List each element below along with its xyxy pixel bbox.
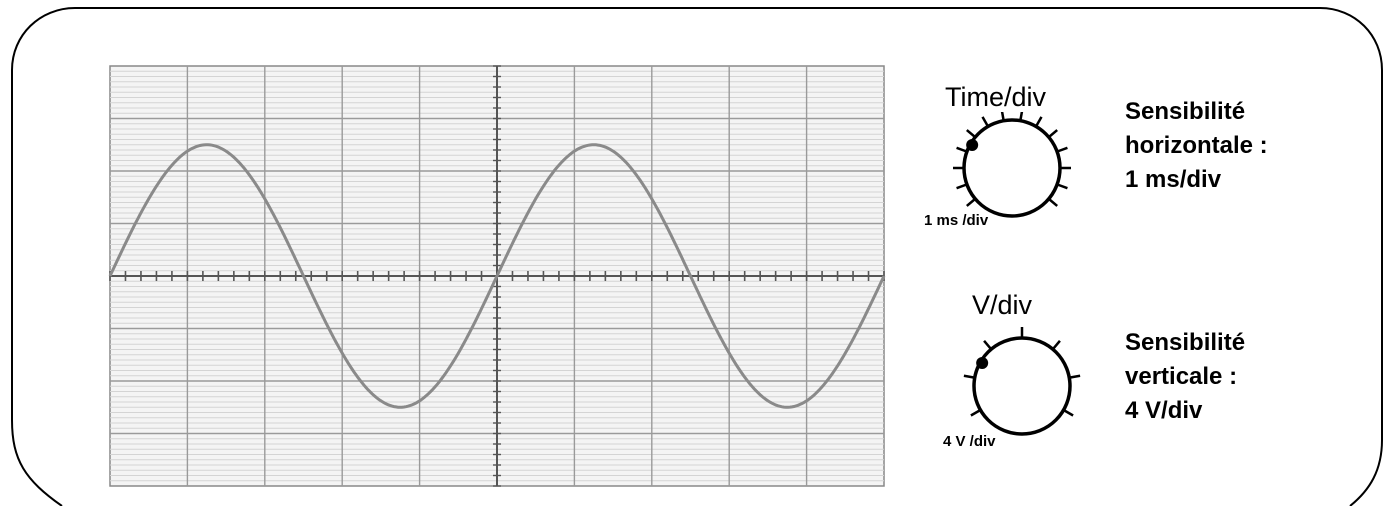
knob-tick (956, 146, 967, 153)
vertical-sensitivity-line-1: Sensibilité (1125, 329, 1246, 356)
sine-trace (108, 143, 886, 409)
knob-tick (981, 116, 989, 127)
knob-pointer-dot (976, 357, 989, 369)
vertical-sensitivity-line-3: 4 V/div (1125, 397, 1203, 424)
horizontal-sensitivity-text: Sensibilité horizontale : 1 ms/div (1125, 95, 1268, 197)
knob-tick (965, 198, 976, 207)
knob-tick (1070, 374, 1081, 379)
knob-tick (1057, 183, 1068, 190)
horizontal-sensitivity-line-2: horizontale : (1125, 132, 1268, 159)
knob-tick (1063, 409, 1074, 417)
knob-tick (1048, 198, 1059, 207)
knob-tick (1019, 112, 1024, 120)
knob-tick (1057, 146, 1068, 153)
knob-tick (1048, 129, 1059, 138)
knob-tick (965, 129, 976, 138)
time-div-knob[interactable] (938, 112, 1078, 232)
knob-tick (963, 374, 974, 379)
knob-tick (956, 183, 967, 190)
knob-tick (1035, 116, 1043, 127)
knob-tick (983, 339, 992, 350)
knob-dial (972, 336, 1072, 436)
center-axes (109, 65, 885, 487)
v-div-knob[interactable] (946, 318, 1096, 443)
v-div-knob-title: V/div (972, 290, 1033, 320)
horizontal-sensitivity-line-3: 1 ms/div (1125, 166, 1222, 193)
time-div-knob-title: Time/div (945, 82, 1047, 112)
knob-dial (962, 118, 1062, 218)
knob-tick (1000, 112, 1005, 120)
time-div-knob-value: 1 ms /div (924, 212, 989, 229)
vertical-sensitivity-text: Sensibilité verticale : 4 V/div (1125, 326, 1245, 428)
horizontal-sensitivity-line-1: Sensibilité (1125, 98, 1246, 125)
v-div-knob-value: 4 V /div (943, 433, 996, 450)
knob-pointer-dot (966, 139, 979, 151)
knob-tick (970, 409, 981, 417)
knob-tick (1052, 339, 1061, 350)
vertical-sensitivity-line-2: verticale : (1125, 363, 1238, 390)
